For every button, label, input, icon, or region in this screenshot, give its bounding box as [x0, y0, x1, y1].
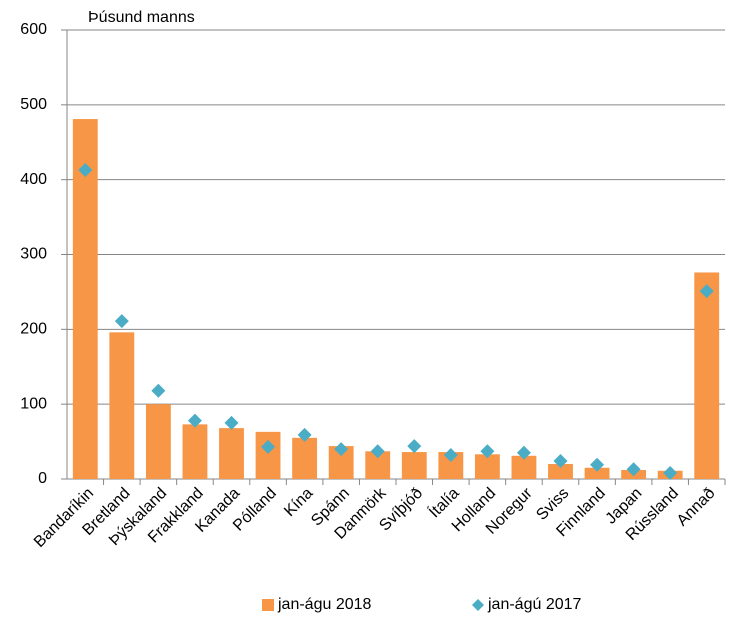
bar: [401, 452, 427, 479]
bar: [182, 424, 208, 479]
bar: [511, 455, 537, 479]
y-tick-label: 600: [20, 21, 47, 38]
marker: [370, 444, 385, 459]
marker: [553, 454, 568, 469]
marker: [261, 439, 276, 454]
legend-label: jan-ágú 2017: [487, 596, 582, 613]
marker: [516, 445, 531, 460]
marker: [407, 439, 422, 454]
legend-swatch: [472, 599, 484, 611]
bar: [548, 464, 573, 479]
marker: [334, 442, 349, 457]
bar: [255, 431, 281, 479]
bar: [584, 467, 610, 479]
bar: [292, 437, 318, 479]
legend-label: jan-águ 2018: [277, 596, 372, 613]
y-tick-label: 500: [20, 96, 47, 113]
marker: [590, 457, 605, 472]
bar: [694, 272, 720, 479]
marker: [699, 284, 714, 299]
bar: [109, 332, 135, 479]
y-tick-label: 300: [20, 246, 47, 263]
marker: [443, 448, 458, 463]
marker: [480, 444, 495, 459]
bar: [219, 428, 244, 479]
marker: [151, 383, 166, 398]
bar: [474, 454, 500, 479]
bar: [72, 119, 98, 479]
bar: [145, 404, 171, 479]
marker: [663, 466, 678, 481]
y-axis-label: Þúsund manns: [88, 9, 195, 26]
y-tick-label: 100: [20, 395, 47, 412]
marker: [114, 314, 129, 329]
marker: [78, 162, 93, 177]
marker: [224, 415, 239, 430]
legend-swatch: [262, 599, 274, 611]
marker: [297, 427, 312, 442]
y-tick-label: 200: [20, 321, 47, 338]
y-tick-label: 400: [20, 171, 47, 188]
y-tick-label: 0: [38, 470, 47, 487]
marker: [626, 462, 641, 477]
x-tick-label: Annað: [674, 485, 719, 530]
marker: [187, 413, 202, 428]
